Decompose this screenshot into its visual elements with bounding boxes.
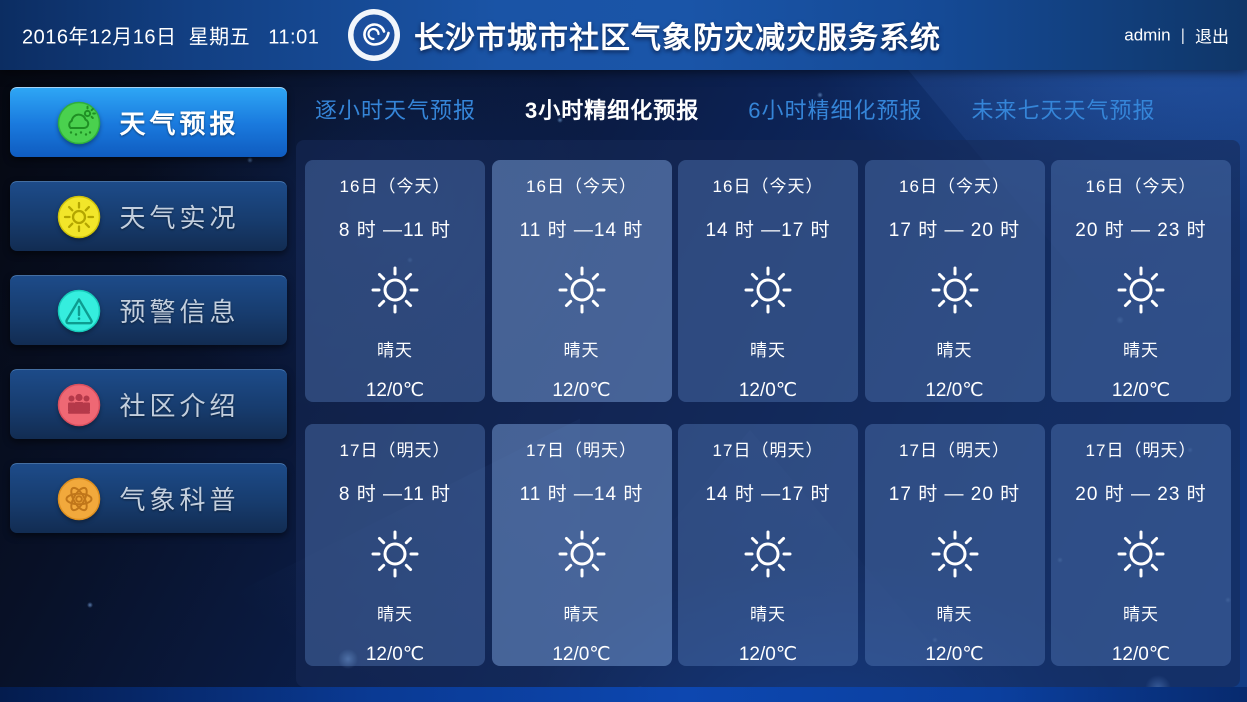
- page-title: 长沙市城市社区气象防灾减灾服务系统: [414, 22, 941, 55]
- card-temperature: 12/0℃: [1111, 644, 1171, 665]
- card-time-range: 17 时 — 20 时: [888, 220, 1021, 241]
- sidebar-item-weather-live[interactable]: 天气实况: [10, 181, 287, 251]
- card-condition: 晴天: [1123, 605, 1159, 624]
- forecast-card: 16日（今天） 11 时 —14 时 晴天 12/0℃: [491, 160, 672, 402]
- forecast-card: 17日（明天） 8 时 —11 时 晴天 12/0℃: [305, 424, 485, 666]
- card-date: 17日（明天）: [1085, 441, 1197, 460]
- card-condition: 晴天: [936, 605, 973, 624]
- card-condition: 晴天: [1123, 341, 1159, 360]
- brand: 长沙市城市社区气象防灾减灾服务系统: [347, 8, 941, 62]
- sidebar-item-label: 气象科普: [119, 485, 240, 515]
- header-datetime: 2016年12月16日 星期五 11:01: [22, 26, 320, 49]
- card-time-range: 20 时 — 23 时: [1075, 220, 1207, 241]
- forecast-card: 17日（明天） 20 时 — 23 时 晴天 12/0℃: [1051, 424, 1231, 666]
- sidebar-item-label: 社区介绍: [119, 391, 240, 421]
- sidebar-item-label: 天气预报: [119, 109, 240, 139]
- card-date: 17日（明天）: [712, 441, 824, 460]
- card-time-range: 8 时 —11 时: [338, 220, 452, 241]
- sidebar-item-label: 预警信息: [119, 297, 240, 327]
- card-time-range: 20 时 — 23 时: [1075, 484, 1207, 505]
- logout-button[interactable]: 退出: [1195, 27, 1229, 47]
- weather-forecast-icon: [57, 101, 101, 145]
- card-temperature: 12/0℃: [365, 380, 425, 401]
- card-date: 16日（今天）: [1085, 177, 1197, 196]
- tab-bar: 逐小时天气预报 3小时精细化预报 6小时精细化预报 未来七天天气预报: [315, 96, 1156, 126]
- sidebar-item-label: 天气实况: [119, 203, 240, 233]
- sunny-icon: [742, 264, 794, 316]
- community-icon: [57, 383, 101, 427]
- card-condition: 晴天: [563, 341, 600, 360]
- card-time-range: 11 时 —14 时: [519, 484, 644, 505]
- tab-3hour[interactable]: 3小时精细化预报: [525, 98, 700, 123]
- card-condition: 晴天: [750, 605, 786, 624]
- user-area: admin | 退出: [1124, 23, 1229, 48]
- card-condition: 晴天: [563, 605, 600, 624]
- sunny-icon: [742, 528, 794, 580]
- card-time-range: 11 时 —14 时: [519, 220, 644, 241]
- forecast-rows: 16日（今天） 8 时 —11 时 晴天 12/0℃ 16日（今天） 11 时 …: [296, 140, 1240, 666]
- card-date: 16日（今天）: [526, 177, 637, 196]
- forecast-card: 16日（今天） 8 时 —11 时 晴天 12/0℃: [305, 160, 485, 402]
- header: 2016年12月16日 星期五 11:01 长沙市城市社区气象防灾减灾服务系统 …: [0, 0, 1247, 70]
- card-temperature: 12/0℃: [738, 380, 798, 401]
- card-condition: 晴天: [750, 341, 786, 360]
- sidebar-item-community-intro[interactable]: 社区介绍: [10, 369, 287, 439]
- card-time-range: 8 时 —11 时: [338, 484, 452, 505]
- sidebar: 天气预报 天气实况 预警信息 社区介绍 气象科普: [10, 87, 287, 533]
- cma-logo-icon: [347, 8, 401, 62]
- card-time-range: 14 时 —17 时: [705, 220, 831, 241]
- card-time-range: 17 时 — 20 时: [888, 484, 1021, 505]
- card-condition: 晴天: [377, 605, 413, 624]
- card-date: 17日（明天）: [339, 441, 451, 460]
- card-temperature: 12/0℃: [925, 644, 984, 665]
- card-date: 17日（明天）: [526, 441, 637, 460]
- card-temperature: 12/0℃: [925, 380, 984, 401]
- sunny-icon: [369, 264, 421, 316]
- sunny-icon: [556, 528, 608, 580]
- sunny-icon: [929, 264, 981, 316]
- card-condition: 晴天: [936, 341, 973, 360]
- card-time-range: 14 时 —17 时: [705, 484, 831, 505]
- card-date: 16日（今天）: [712, 177, 824, 196]
- sidebar-item-alert-info[interactable]: 预警信息: [10, 275, 287, 345]
- card-date: 16日（今天）: [339, 177, 451, 196]
- forecast-card: 17日（明天） 11 时 —14 时 晴天 12/0℃: [491, 424, 672, 666]
- sunny-icon: [369, 528, 421, 580]
- tab-hourly[interactable]: 逐小时天气预报: [315, 98, 477, 123]
- tab-7day[interactable]: 未来七天天气预报: [971, 98, 1156, 123]
- card-temperature: 12/0℃: [1111, 380, 1171, 401]
- sidebar-item-weather-science[interactable]: 气象科普: [10, 463, 287, 533]
- username: admin: [1124, 25, 1171, 44]
- sunny-icon: [1115, 528, 1167, 580]
- sunny-icon: [1115, 264, 1167, 316]
- card-date: 17日（明天）: [899, 441, 1010, 460]
- bottom-glow-band: [0, 687, 1247, 702]
- alert-icon: [57, 289, 101, 333]
- card-temperature: 12/0℃: [552, 380, 611, 401]
- forecast-card: 16日（今天） 17 时 — 20 时 晴天 12/0℃: [864, 160, 1045, 402]
- forecast-row-today: 16日（今天） 8 时 —11 时 晴天 12/0℃ 16日（今天） 11 时 …: [305, 160, 1231, 402]
- separator: |: [1180, 25, 1185, 44]
- card-temperature: 12/0℃: [738, 644, 798, 665]
- forecast-card: 16日（今天） 14 时 —17 时 晴天 12/0℃: [678, 160, 858, 402]
- sidebar-item-weather-forecast[interactable]: 天气预报: [10, 87, 287, 157]
- forecast-card: 17日（明天） 14 时 —17 时 晴天 12/0℃: [678, 424, 858, 666]
- card-temperature: 12/0℃: [365, 644, 425, 665]
- sunny-icon: [556, 264, 608, 316]
- card-temperature: 12/0℃: [552, 644, 611, 665]
- card-condition: 晴天: [377, 341, 413, 360]
- forecast-card: 16日（今天） 20 时 — 23 时 晴天 12/0℃: [1051, 160, 1231, 402]
- card-date: 16日（今天）: [899, 177, 1010, 196]
- live-weather-icon: [57, 195, 101, 239]
- sunny-icon: [929, 528, 981, 580]
- tab-6hour[interactable]: 6小时精细化预报: [748, 98, 923, 123]
- forecast-panel: 16日（今天） 8 时 —11 时 晴天 12/0℃ 16日（今天） 11 时 …: [296, 140, 1240, 687]
- forecast-row-tomorrow: 17日（明天） 8 时 —11 时 晴天 12/0℃ 17日（明天） 11 时 …: [305, 424, 1231, 666]
- forecast-card: 17日（明天） 17 时 — 20 时 晴天 12/0℃: [864, 424, 1045, 666]
- science-icon: [57, 477, 101, 521]
